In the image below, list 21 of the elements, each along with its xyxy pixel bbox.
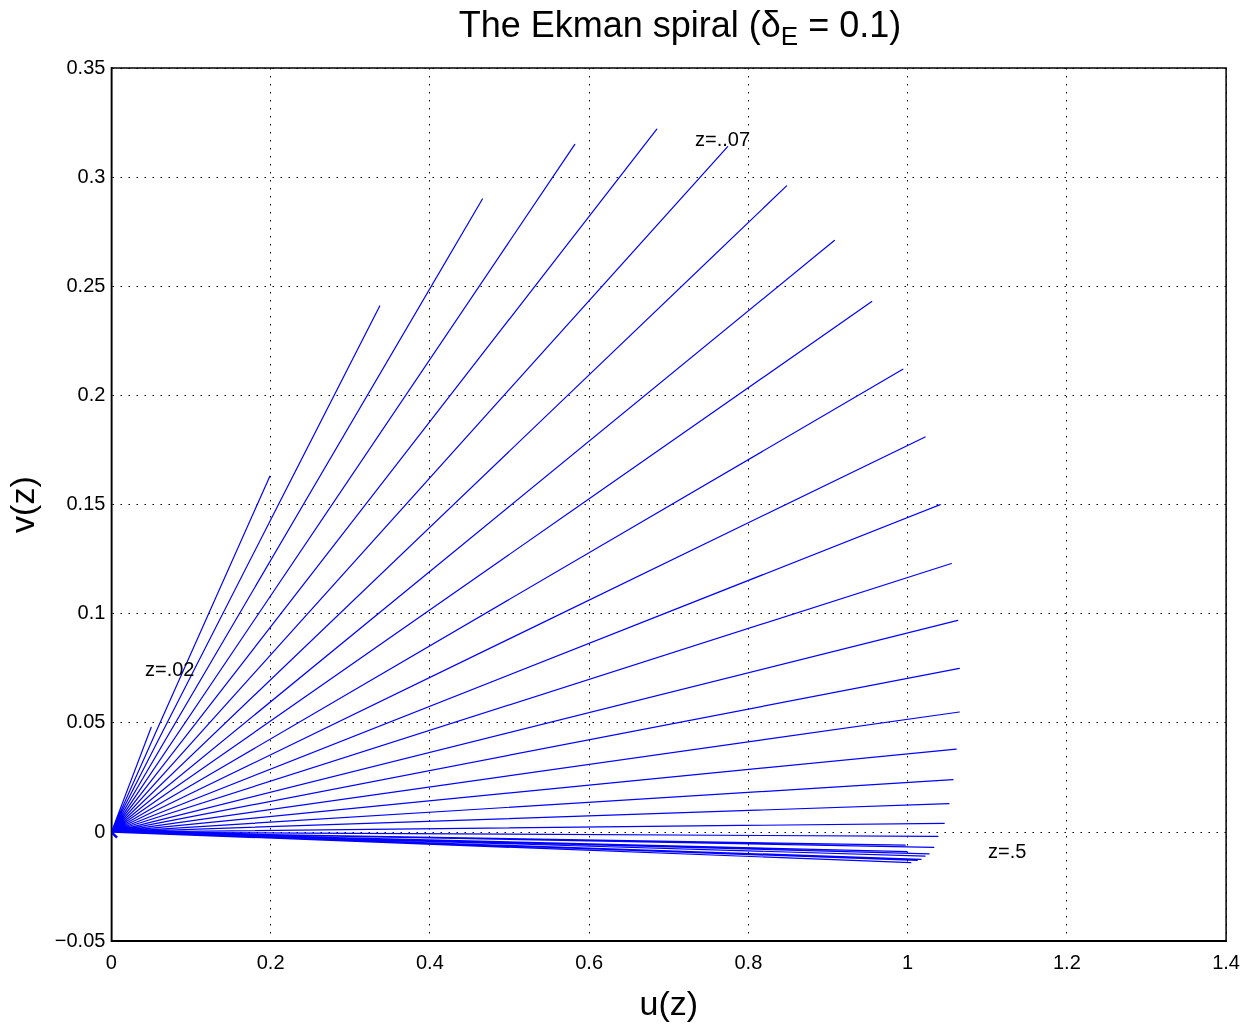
y-tick-label: 0.2 — [77, 382, 106, 405]
y-tick-label: 0.35 — [66, 55, 106, 78]
y-tick-label: 0.15 — [66, 492, 106, 515]
y-axis-title: v(z) — [2, 476, 41, 533]
annotation: z=.5 — [988, 839, 1027, 862]
x-tick-label: 0.2 — [256, 950, 285, 973]
y-tick-label: −0.05 — [54, 928, 106, 951]
x-tick-label: 1.2 — [1052, 950, 1081, 973]
y-tick-label: 0.25 — [66, 273, 106, 296]
x-tick-label: 1.4 — [1212, 950, 1240, 973]
y-tick-label: 0.05 — [66, 710, 106, 733]
y-tick-label: 0.1 — [77, 601, 106, 624]
x-tick-label: 0.8 — [734, 950, 763, 973]
x-tick-label: 0.4 — [415, 950, 444, 973]
chart-title: The Ekman spiral (δ$_{E}$ = 0.1) — [457, 4, 903, 53]
x-tick-label: 0.6 — [575, 950, 604, 973]
x-axis-title: u(z) — [639, 983, 699, 1022]
y-tick-label: 0.3 — [77, 164, 106, 187]
annotation: z=..07 — [695, 127, 751, 150]
x-tick-label: 1 — [902, 950, 914, 973]
y-tick-label: 0 — [94, 819, 106, 842]
